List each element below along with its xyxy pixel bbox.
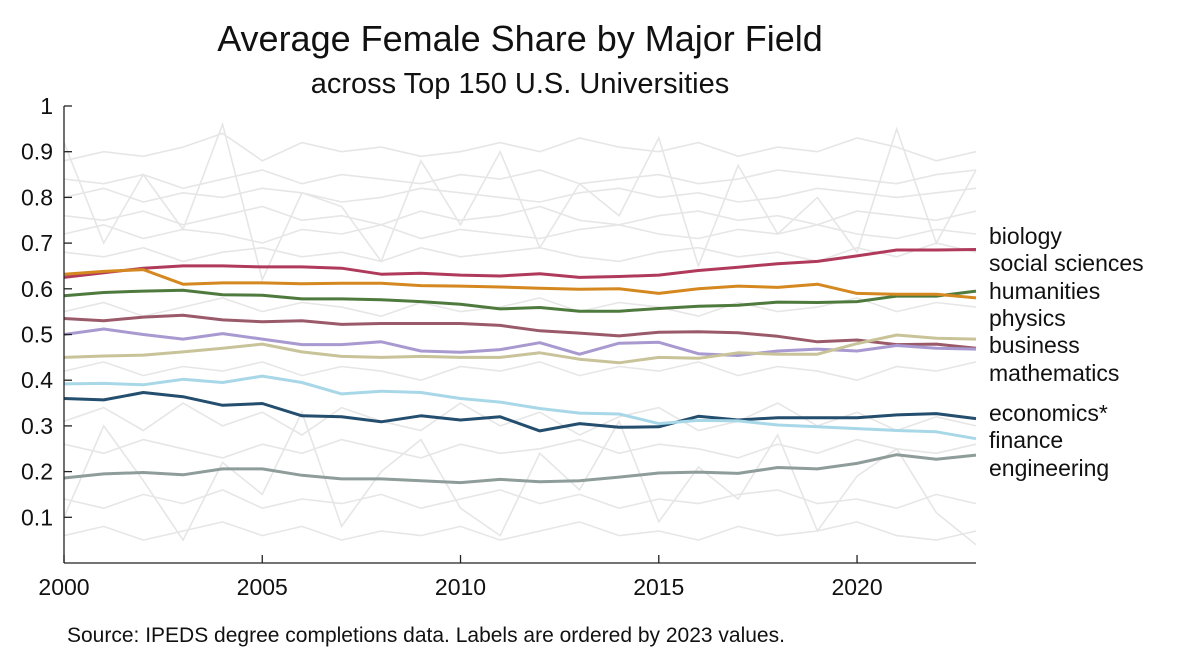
background-series-line (63, 410, 977, 546)
background-series-line (63, 438, 977, 459)
background-series-line (63, 521, 977, 541)
series-label-biology: biology (989, 223, 1062, 249)
background-series-line (63, 361, 977, 382)
y-tick-label: 1 (40, 93, 53, 119)
y-tick-label: 0.1 (21, 504, 53, 530)
y-tick-label: 0.3 (21, 413, 53, 439)
series-label-business: business (989, 332, 1080, 358)
y-tick-label: 0.7 (21, 230, 53, 256)
background-series-line (63, 297, 977, 318)
background-series-group (63, 121, 977, 546)
series-label-physics: physics (989, 305, 1066, 331)
x-tick-label: 2015 (633, 574, 684, 600)
chart-subtitle: across Top 150 U.S. Universities (310, 68, 730, 100)
chart-title: Average Female Share by Major Field (217, 18, 823, 59)
x-tick-label: 2000 (38, 574, 89, 600)
series-line-business (63, 327, 977, 357)
background-series-line (63, 121, 977, 283)
series-label-social-sciences: social sciences (989, 250, 1144, 276)
series-label-finance: finance (989, 427, 1063, 453)
background-series-line (63, 132, 977, 162)
x-tick-label: 2005 (237, 574, 288, 600)
series-label-mathematics: mathematics (989, 360, 1119, 386)
background-series-line (63, 489, 977, 510)
series-line-biology (63, 248, 977, 279)
series-line-economics (63, 391, 977, 433)
series-line-humanities (63, 288, 977, 313)
source-note: Source: IPEDS degree completions data. L… (67, 624, 785, 647)
series-line-mathematics (63, 333, 977, 365)
series-line-finance (63, 374, 977, 441)
series-lines-group (63, 248, 977, 485)
y-tick-label: 0.6 (21, 276, 53, 302)
background-series-line (63, 223, 977, 244)
y-tick-label: 0.9 (21, 139, 53, 165)
axes-group: 0.1 0.2 0.3 0.4 0.5 0.6 0.7 0.8 0.9 1 2000 2005 2010… (21, 93, 976, 600)
y-tick-label: 0.8 (21, 184, 53, 210)
background-series-line (63, 169, 977, 190)
x-tick-label: 2010 (435, 574, 486, 600)
background-series-line (63, 205, 977, 226)
series-label-economics: economics* (989, 400, 1108, 426)
series-line-social-sciences (63, 313, 977, 350)
y-tick-label: 0.2 (21, 459, 53, 485)
series-line-engineering (63, 453, 977, 485)
series-label-humanities: humanities (989, 278, 1100, 304)
background-series-line (63, 402, 977, 436)
x-tick-label: 2020 (831, 574, 882, 600)
series-label-engineering: engineering (989, 455, 1109, 481)
series-line-physics (63, 268, 977, 300)
y-tick-label: 0.5 (21, 322, 53, 348)
y-tick-label: 0.4 (21, 367, 53, 393)
